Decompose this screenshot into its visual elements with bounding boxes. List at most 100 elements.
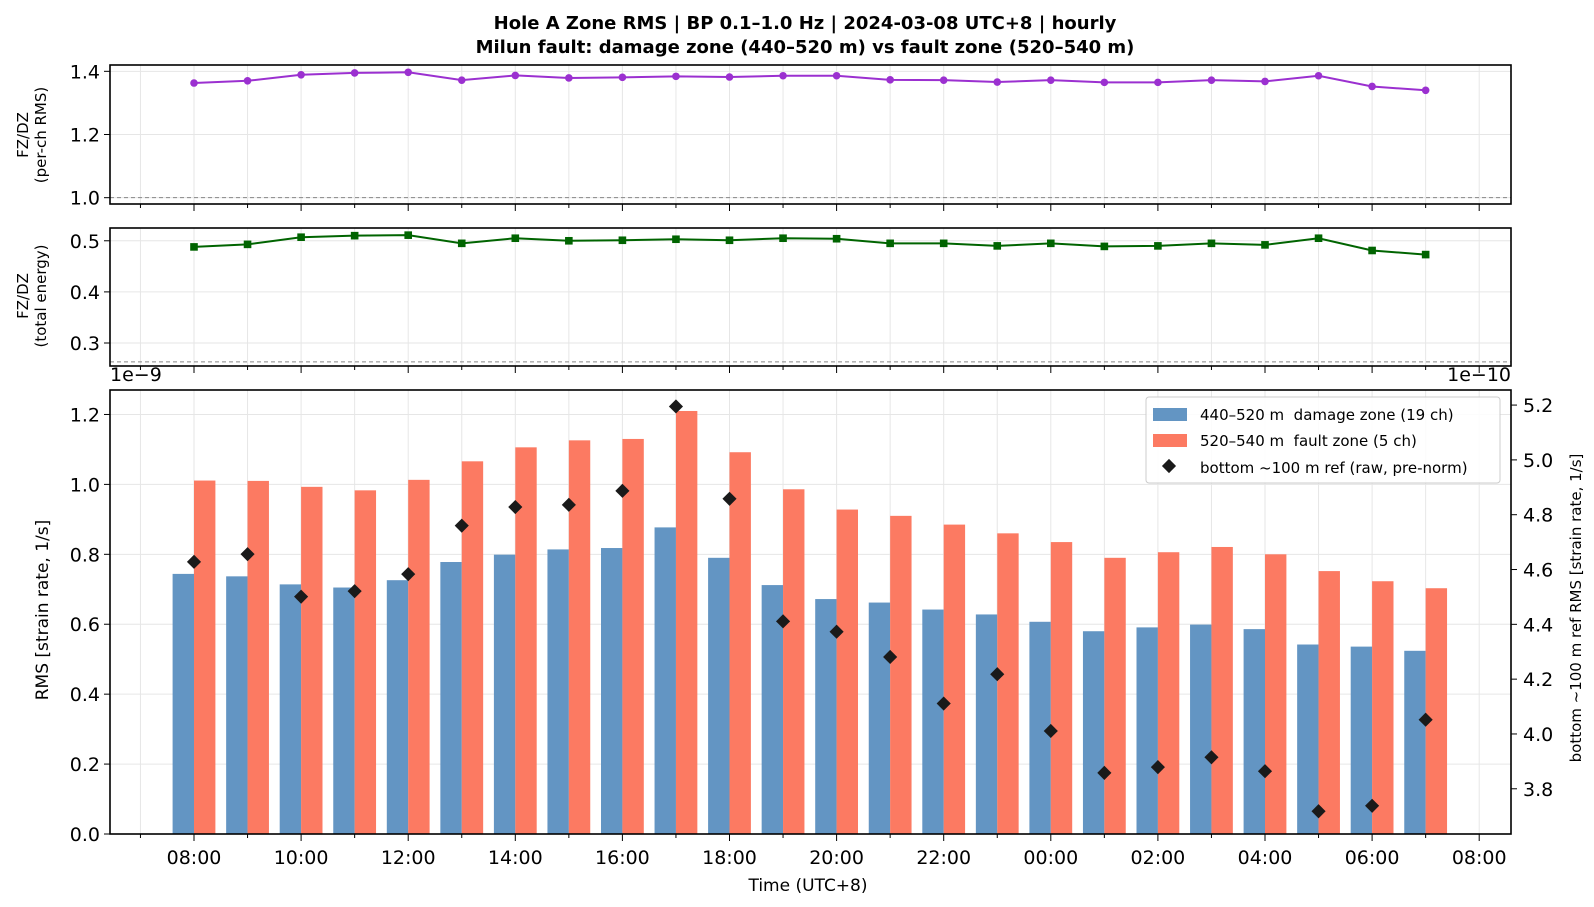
- x-tick-label: 12:00: [381, 847, 436, 869]
- rms-ytick-label: 0.4: [70, 684, 100, 706]
- reference-marker: [883, 649, 898, 665]
- x-tick-label: 04:00: [1238, 847, 1293, 869]
- reference-marker: [1311, 804, 1326, 819]
- reference-marker: [294, 589, 309, 604]
- damage-zone-bar: [1350, 646, 1373, 834]
- ratio-energy-point: [1421, 250, 1430, 259]
- ratio-energy-ytick-label: 0.5: [70, 231, 100, 253]
- ratio-energy-panel: 0.3 0.4 0.5: [70, 227, 1512, 373]
- ratio-energy-point: [565, 236, 573, 245]
- x-tick-label: 22:00: [916, 847, 971, 869]
- fault-zone-bar: [1372, 581, 1394, 834]
- x-tick-label: 08:00: [1452, 847, 1507, 869]
- fault-zone-bar: [1104, 557, 1126, 834]
- reference-marker: [1365, 798, 1380, 813]
- rms-ytick-label: 0.0: [70, 824, 100, 846]
- reference-marker: [990, 667, 1005, 682]
- ratio-energy-point: [511, 234, 520, 243]
- fault-zone-bar: [836, 509, 858, 834]
- legend-label-fault: 520–540 m fault zone (5 ch): [1200, 432, 1417, 450]
- damage-zone-bar: [922, 609, 944, 834]
- reference-marker: [1150, 760, 1165, 775]
- fault-zone-bar: [247, 480, 269, 834]
- x-tick-label: 14:00: [488, 847, 543, 869]
- damage-zone-bar: [386, 580, 409, 834]
- ratio-energy-point: [1047, 239, 1055, 248]
- reference-marker: [668, 399, 684, 414]
- fault-zone-bar: [622, 438, 644, 834]
- ratio-rms-point: [404, 68, 413, 77]
- reference-marker: [722, 491, 737, 506]
- ref-ylabel: bottom ~100 m ref RMS [strain rate, 1/s]: [1567, 454, 1585, 763]
- fault-zone-bar: [997, 533, 1019, 834]
- ratio-energy-ytick-label: 0.3: [70, 333, 100, 355]
- ratio-energy-frame: [109, 227, 1512, 367]
- legend-swatch-damage: [1153, 408, 1187, 421]
- x-tick-label: 10:00: [274, 847, 329, 869]
- ref-ytick-label: 3.8: [1523, 779, 1553, 801]
- x-tick-label: 18:00: [702, 847, 757, 869]
- reference-marker: [775, 614, 791, 629]
- damage-zone-bar: [708, 557, 730, 834]
- ratio-rms-point: [939, 76, 948, 84]
- reference-marker: [1043, 723, 1058, 739]
- reference-marker: [1097, 765, 1112, 780]
- x-tick-label: 00:00: [1023, 847, 1078, 869]
- ratio-rms-point: [1207, 76, 1216, 84]
- damage-zone-bar: [975, 614, 998, 834]
- ref-ytick-label: 4.6: [1523, 560, 1553, 582]
- ratio-energy-ylabel-line1: FZ/DZ: [14, 273, 32, 319]
- reference-marker: [561, 497, 576, 512]
- reference-marker: [1257, 764, 1273, 779]
- x-tick-label: 20:00: [809, 847, 864, 869]
- fault-zone-bar: [301, 486, 323, 834]
- ratio-rms-ytick-label: 1.4: [70, 61, 100, 83]
- rms-frame: [109, 389, 1512, 835]
- ratio-energy-point: [993, 242, 1002, 250]
- fault-zone-bar: [1425, 588, 1448, 834]
- ref-ytick-label: 4.2: [1523, 669, 1553, 691]
- fault-zone-bar: [194, 480, 216, 834]
- legend-marker-ref: [1161, 458, 1177, 474]
- rms-ytick-label: 0.8: [70, 544, 100, 566]
- ratio-rms-point: [1261, 77, 1269, 86]
- ratio-rms-ytick-label: 1.2: [70, 125, 100, 147]
- damage-zone-bar: [279, 584, 302, 834]
- reference-marker: [401, 567, 416, 582]
- x-tick-label: 02:00: [1131, 847, 1186, 869]
- ratio-rms-point: [672, 72, 680, 81]
- ratio-rms-point: [190, 79, 198, 87]
- ratio-energy-point: [618, 236, 627, 245]
- reference-marker: [454, 518, 469, 533]
- ratio-energy-point: [832, 234, 841, 243]
- fault-zone-bar: [354, 490, 377, 834]
- ref-ytick-label: 4.8: [1523, 505, 1553, 527]
- right-offset-label: 1e−10: [1447, 364, 1511, 386]
- ratio-rms-point: [779, 71, 787, 80]
- x-tick-label: 08:00: [167, 847, 222, 869]
- ratio-energy-point: [939, 239, 948, 248]
- damage-zone-bar: [815, 599, 837, 834]
- ratio-energy-point: [404, 231, 412, 239]
- rms-ytick-label: 0.6: [70, 614, 100, 636]
- reference-marker: [508, 499, 523, 515]
- chart-title-line1: Hole A Zone RMS | BP 0.1–1.0 Hz | 2024-0…: [494, 13, 1117, 34]
- fault-zone-bar: [1265, 554, 1287, 834]
- damage-zone-bar: [1136, 627, 1158, 834]
- x-axis-label: Time (UTC+8): [747, 876, 867, 896]
- ref-ytick-label: 5.0: [1523, 450, 1553, 472]
- damage-zone-bar: [547, 549, 569, 834]
- ratio-rms-point: [1368, 82, 1376, 91]
- ratio-rms-point: [618, 73, 627, 82]
- legend: 440–520 m damage zone (19 ch) 520–540 m …: [1145, 396, 1501, 484]
- damage-zone-bar: [1297, 644, 1319, 834]
- reference-marker: [186, 554, 202, 569]
- ratio-rms-point: [1314, 71, 1323, 80]
- reference-marker: [347, 584, 362, 599]
- damage-zone-bar: [654, 527, 676, 834]
- ratio-energy-point: [457, 239, 466, 248]
- damage-zone-bar: [1082, 631, 1105, 834]
- ratio-energy-point: [886, 239, 894, 248]
- reference-marker: [615, 483, 630, 498]
